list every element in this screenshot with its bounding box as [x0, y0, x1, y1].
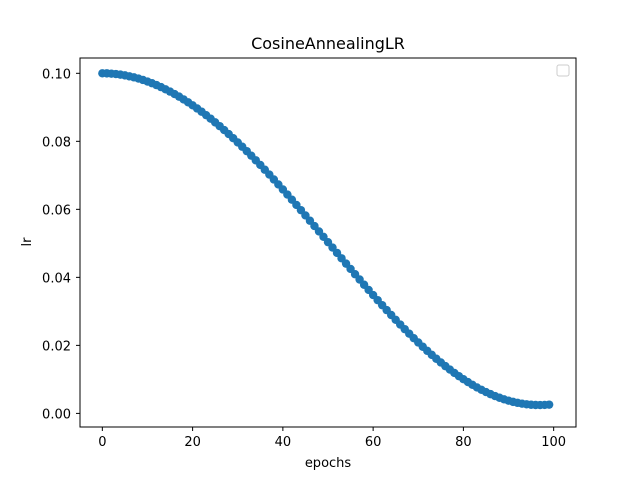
- x-tick-label: 100: [541, 435, 566, 450]
- data-points: [98, 69, 554, 410]
- y-tick-label: 0.04: [42, 271, 71, 286]
- y-axis-label: lr: [20, 237, 35, 247]
- x-tick-label: 0: [98, 435, 106, 450]
- x-tick-label: 80: [455, 435, 472, 450]
- y-tick-label: 0.02: [42, 339, 71, 354]
- data-point: [544, 400, 554, 409]
- chart-title: CosineAnnealingLR: [251, 34, 405, 53]
- axis-ticks: 0 20 40 60 80 100 0.00 0.02 0.04 0.06 0.08 0.10: [42, 67, 566, 450]
- x-tick-label: 20: [184, 435, 201, 450]
- x-tick-label: 40: [275, 435, 292, 450]
- plot-area-frame: [79, 57, 577, 428]
- y-tick-label: 0.00: [42, 407, 71, 422]
- x-tick-label: 60: [365, 435, 382, 450]
- y-tick-label: 0.06: [42, 203, 71, 218]
- y-tick-label: 0.10: [42, 67, 71, 82]
- x-axis-label: epochs: [305, 456, 352, 471]
- legend-box: [556, 64, 570, 77]
- y-tick-label: 0.08: [42, 135, 71, 150]
